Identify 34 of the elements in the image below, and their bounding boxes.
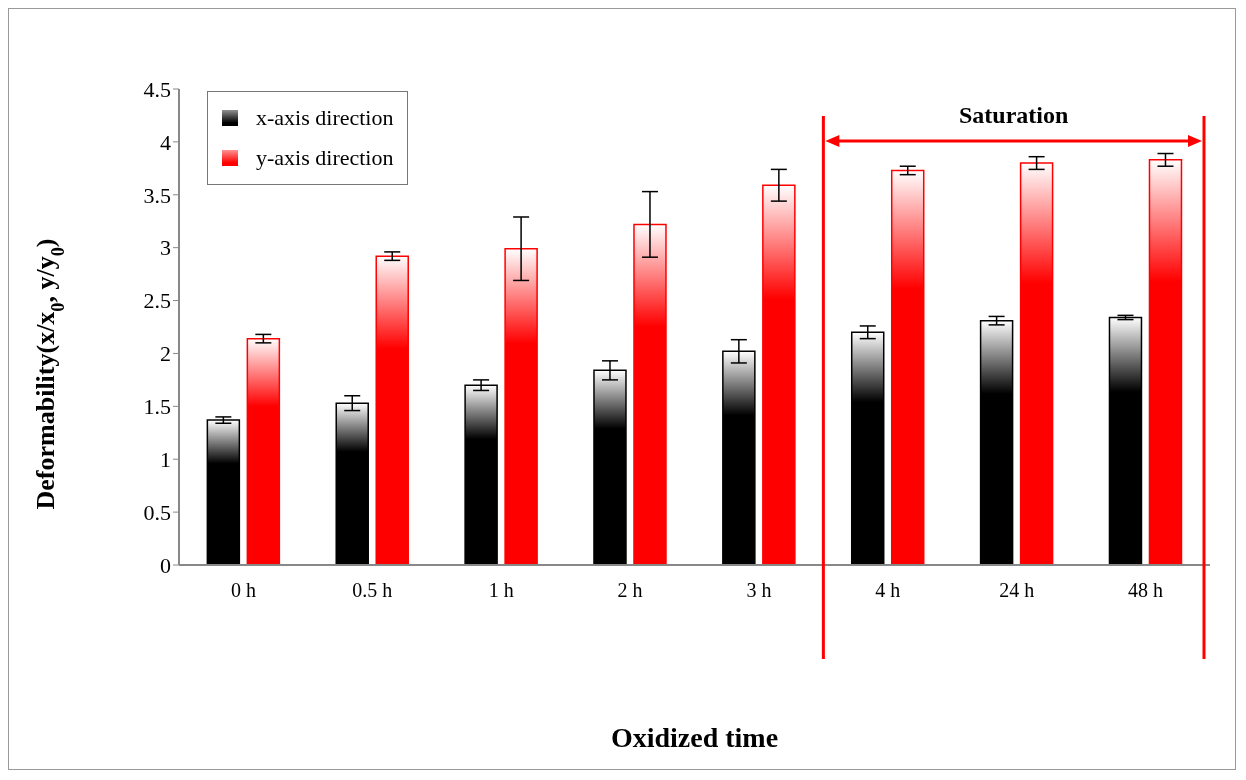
bar xyxy=(504,247,538,565)
bar xyxy=(633,223,667,565)
bar xyxy=(1019,162,1054,565)
bar xyxy=(1148,159,1183,565)
bar xyxy=(979,319,1014,565)
legend-label: y-axis direction xyxy=(256,145,394,171)
y-tick-label: 3 xyxy=(160,235,171,261)
x-tick-label: 24 h xyxy=(999,579,1035,602)
x-tick-label: 2 h xyxy=(617,579,643,602)
y-tick-label: 1 xyxy=(160,447,171,473)
x-axis-title: Oxidized time xyxy=(610,722,779,753)
bar xyxy=(890,169,925,565)
y-tick-label: 1.5 xyxy=(143,394,171,420)
annotation: Saturation xyxy=(959,102,1069,128)
x-tick-label: 1 h xyxy=(488,579,514,602)
bar xyxy=(1108,316,1143,565)
x-tick-label: 4 h xyxy=(875,579,901,602)
x-tick-label: 3 h xyxy=(746,579,772,602)
bar xyxy=(206,419,241,565)
bar xyxy=(464,384,498,565)
y-tick-label: 3.5 xyxy=(143,182,171,208)
y-tick-label: 2 xyxy=(160,341,171,367)
y-tick-label: 2.5 xyxy=(143,288,171,314)
x-tick-label: 48 h xyxy=(1128,579,1164,602)
x-tick-label: 0 h xyxy=(230,579,256,602)
y-tick-label: 0.5 xyxy=(143,499,171,525)
x-tick-label: 0.5 h xyxy=(352,579,393,602)
y-tick-label: 4.5 xyxy=(143,76,171,102)
y-tick-label: 0 xyxy=(160,552,171,578)
legend-label: x-axis direction xyxy=(256,105,394,131)
bar xyxy=(246,337,281,565)
bar xyxy=(762,184,796,565)
y-tick-label: 4 xyxy=(160,129,171,155)
bar xyxy=(375,255,409,565)
